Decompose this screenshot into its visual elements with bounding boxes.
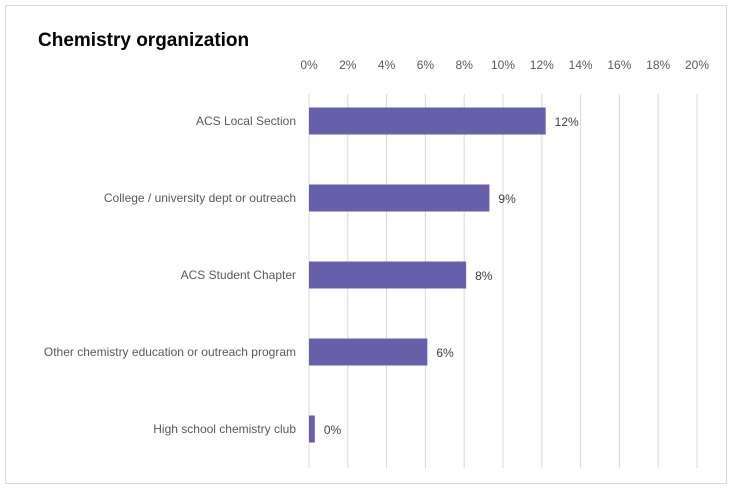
- bar: [309, 184, 490, 212]
- bar: [309, 107, 546, 135]
- chart-frame: [5, 5, 727, 484]
- x-tick-label: 20%: [685, 58, 709, 72]
- category-label: Other chemistry education or outreach pr…: [44, 345, 296, 359]
- data-label: 6%: [436, 346, 454, 360]
- x-tick-label: 14%: [569, 58, 593, 72]
- bar: [309, 261, 467, 289]
- category-label: ACS Student Chapter: [181, 268, 296, 282]
- x-tick-label: 16%: [607, 58, 631, 72]
- bar: [309, 415, 315, 443]
- x-tick-label: 18%: [646, 58, 670, 72]
- data-label: 9%: [498, 192, 516, 206]
- data-label: 8%: [475, 269, 493, 283]
- x-tick-label: 12%: [530, 58, 554, 72]
- category-label: High school chemistry club: [153, 422, 296, 436]
- category-label: College / university dept or outreach: [104, 191, 296, 205]
- bar: [309, 338, 428, 366]
- data-label: 12%: [555, 115, 579, 129]
- x-tick-label: 0%: [300, 58, 318, 72]
- category-label: ACS Local Section: [196, 114, 296, 128]
- x-tick-label: 2%: [339, 58, 357, 72]
- data-label: 0%: [324, 423, 342, 437]
- x-tick-label: 6%: [417, 58, 435, 72]
- chart-title: Chemistry organization: [38, 30, 250, 51]
- x-tick-label: 8%: [456, 58, 474, 72]
- x-tick-label: 4%: [378, 58, 396, 72]
- x-tick-label: 10%: [491, 58, 515, 72]
